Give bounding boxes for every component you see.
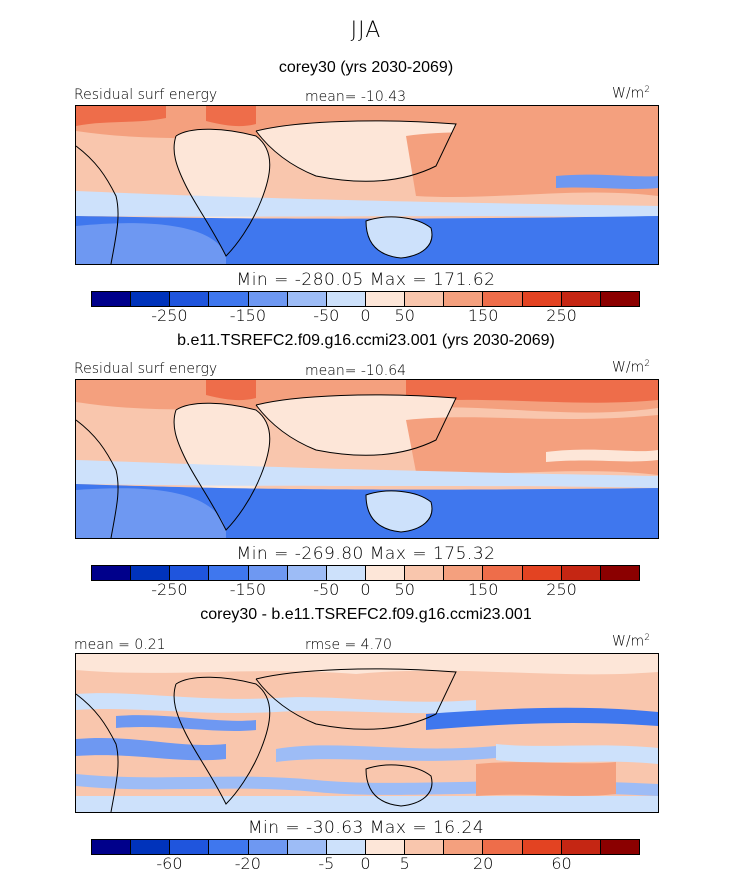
colorbar-bin bbox=[326, 292, 366, 306]
panel-3-unit-label: W/m2 bbox=[612, 633, 650, 650]
panel-1-minmax: Min = -280.05 Max = 171.62 bbox=[236, 270, 496, 290]
colorbar-bin bbox=[483, 292, 523, 306]
colorbar-bin bbox=[131, 292, 171, 306]
colorbar-tick: 0 bbox=[360, 854, 371, 873]
colorbar-bin bbox=[483, 566, 523, 580]
colorbar-bin bbox=[92, 566, 132, 580]
panel-1-field-label: Residual surf energy bbox=[74, 87, 218, 103]
colorbar-bin bbox=[131, 566, 171, 580]
panel-1-unit-label: W/m2 bbox=[612, 85, 650, 102]
colorbar-tick: -250 bbox=[151, 306, 188, 325]
colorbar-bin bbox=[170, 292, 210, 306]
colorbar-bin bbox=[170, 840, 210, 854]
colorbar-bin bbox=[365, 566, 406, 580]
colorbar-bin bbox=[287, 840, 327, 854]
colorbar-tick: -60 bbox=[156, 854, 183, 873]
panel-2-minmax: Min = -269.80 Max = 175.32 bbox=[236, 544, 496, 564]
colorbar-bin bbox=[522, 292, 562, 306]
colorbar-tick: 250 bbox=[546, 580, 577, 599]
panel-3-map bbox=[75, 653, 659, 813]
colorbar-tick: 60 bbox=[551, 854, 572, 873]
season-title: JJA bbox=[350, 18, 382, 43]
colorbar-bin bbox=[444, 292, 484, 306]
colorbar-tick: -20 bbox=[234, 854, 261, 873]
panel-2-unit-label: W/m2 bbox=[612, 359, 650, 376]
colorbar-bin bbox=[405, 292, 445, 306]
colorbar-bin bbox=[365, 292, 406, 306]
colorbar-tick: 50 bbox=[394, 306, 415, 325]
panel-2-map bbox=[75, 379, 659, 539]
colorbar-bin bbox=[522, 566, 562, 580]
colorbar-bin bbox=[561, 292, 601, 306]
colorbar-bin bbox=[209, 292, 249, 306]
panel-1-title: corey30 (yrs 2030-2069) bbox=[278, 59, 454, 76]
colorbar-tick: -50 bbox=[313, 580, 340, 599]
panel-1-colorbar bbox=[91, 291, 640, 307]
colorbar-tick: 20 bbox=[472, 854, 494, 873]
colorbar-bin bbox=[522, 840, 562, 854]
colorbar-bin bbox=[209, 566, 249, 580]
panel-1-map bbox=[75, 105, 659, 265]
colorbar-bin bbox=[483, 840, 523, 854]
colorbar-bin bbox=[209, 840, 249, 854]
colorbar-tick: 150 bbox=[467, 580, 499, 599]
colorbar-bin bbox=[600, 566, 639, 580]
colorbar-tick: 5 bbox=[399, 854, 410, 873]
colorbar-bin bbox=[287, 566, 327, 580]
panel-3-title: corey30 - b.e11.TSREFC2.f09.g16.ccmi23.0… bbox=[200, 606, 532, 623]
colorbar-bin bbox=[444, 566, 484, 580]
colorbar-bin bbox=[444, 840, 484, 854]
colorbar-bin bbox=[561, 840, 601, 854]
colorbar-bin bbox=[248, 840, 288, 854]
colorbar-bin bbox=[405, 566, 445, 580]
colorbar-bin bbox=[600, 292, 639, 306]
panel-2-colorbar-ticks: -250 -150 -50 0 50 150 250 bbox=[91, 580, 640, 600]
panel-3-colorbar-ticks: -60 -20 -5 0 5 20 60 bbox=[91, 854, 640, 874]
colorbar-tick: 50 bbox=[394, 580, 415, 599]
panel-1-colorbar-ticks: -250 -150 -50 0 50 150 250 bbox=[91, 306, 640, 326]
colorbar-tick: -5 bbox=[318, 854, 335, 873]
colorbar-bin bbox=[326, 566, 366, 580]
panel-3-mean-label: mean = 0.21 bbox=[74, 637, 166, 653]
colorbar-bin bbox=[131, 840, 171, 854]
colorbar-bin bbox=[405, 840, 445, 854]
colorbar-tick: -250 bbox=[151, 580, 188, 599]
colorbar-bin bbox=[92, 840, 132, 854]
colorbar-bin bbox=[600, 840, 639, 854]
panel-2-title: b.e11.TSREFC2.f09.g16.ccmi23.001 (yrs 20… bbox=[177, 332, 555, 349]
colorbar-bin bbox=[326, 840, 366, 854]
panel-1-mean-label: mean= -10.43 bbox=[305, 89, 407, 105]
panel-3-minmax: Min = -30.63 Max = 16.24 bbox=[247, 818, 485, 838]
colorbar-bin bbox=[170, 566, 210, 580]
colorbar-tick: -150 bbox=[229, 306, 266, 325]
colorbar-bin bbox=[92, 292, 132, 306]
colorbar-bin bbox=[248, 566, 288, 580]
colorbar-bin bbox=[561, 566, 601, 580]
panel-2-colorbar bbox=[91, 565, 640, 581]
panel-3-colorbar bbox=[91, 839, 640, 855]
colorbar-tick: 0 bbox=[360, 306, 371, 325]
colorbar-bin bbox=[248, 292, 288, 306]
colorbar-bin bbox=[365, 840, 406, 854]
panel-2-mean-label: mean= -10.64 bbox=[305, 363, 407, 379]
colorbar-bin bbox=[287, 292, 327, 306]
colorbar-tick: 0 bbox=[360, 580, 371, 599]
colorbar-tick: -50 bbox=[313, 306, 340, 325]
colorbar-tick: -150 bbox=[229, 580, 266, 599]
colorbar-tick: 250 bbox=[546, 306, 577, 325]
panel-3-rmse-label: rmse = 4.70 bbox=[305, 637, 392, 653]
panel-2-field-label: Residual surf energy bbox=[74, 361, 218, 377]
colorbar-tick: 150 bbox=[467, 306, 499, 325]
